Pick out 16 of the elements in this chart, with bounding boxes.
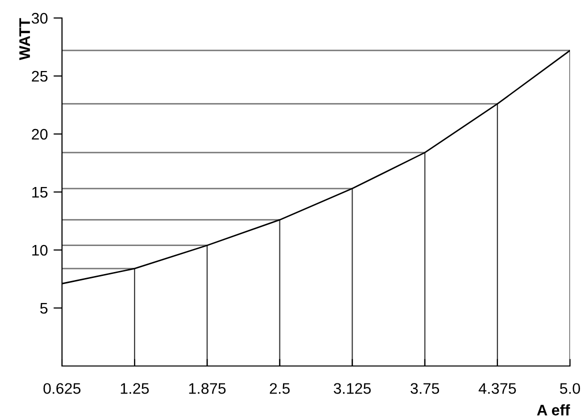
y-tick-label: 25 <box>32 70 48 82</box>
x-tick-label: 3.125 <box>334 383 371 394</box>
x-tick-label: 5.0 <box>560 383 580 394</box>
x-tick-label: 3.75 <box>410 383 440 394</box>
x-tick-label: 2.5 <box>270 383 290 394</box>
x-tick-label: 4.375 <box>478 383 516 394</box>
y-tick-label: 10 <box>32 244 48 256</box>
x-tick-label: 1.875 <box>189 383 226 394</box>
y-axis-title: WATT <box>19 18 30 60</box>
y-tick-label: 20 <box>32 128 48 140</box>
y-tick-label: 5 <box>40 303 48 314</box>
x-axis-title: A eff <box>537 404 570 416</box>
y-tick-label: 30 <box>32 12 48 24</box>
x-tick-label: 1.25 <box>120 383 149 394</box>
x-tick-label: 0.625 <box>43 383 80 394</box>
y-tick-label: 15 <box>32 187 48 198</box>
